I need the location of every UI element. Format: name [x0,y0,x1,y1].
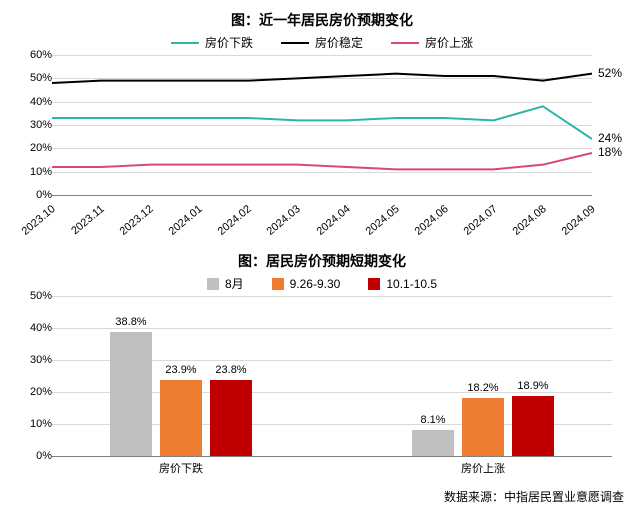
legend-item: 10.1-10.5 [368,275,437,292]
legend-swatch-box [368,278,380,290]
legend-item: 房价稳定 [281,34,363,51]
x-tick-label: 2023.10 [20,203,58,238]
bar-chart-title: 图：居民房价预期短期变化 [12,251,632,271]
x-axis-line [52,195,592,196]
series-end-label: 52% [598,66,622,80]
series-end-label: 24% [598,131,622,145]
source-label: 数据来源：中指居民置业意愿调查 [12,488,632,505]
legend-label: 房价下跌 [205,34,253,51]
x-tick-label: 2024.02 [216,203,254,238]
x-axis-line [52,456,612,457]
legend-label: 房价上涨 [425,34,473,51]
x-tick-label: 2024.07 [461,203,499,238]
line-chart-legend: 房价下跌 房价稳定 房价上涨 [12,34,632,51]
x-tick-label: 2024.04 [314,203,352,238]
legend-swatch-line [171,42,199,44]
x-tick-label: 2023.12 [118,203,156,238]
legend-label: 9.26-9.30 [290,277,341,291]
legend-item: 8月 [207,275,244,292]
bar: 23.9% [160,380,202,456]
bar-value-label: 8.1% [420,414,445,426]
y-tick-label: 10% [12,418,52,430]
bar: 23.8% [210,380,252,456]
x-tick-label: 2024.08 [510,203,548,238]
legend-swatch-box [272,278,284,290]
bar: 18.9% [512,396,554,456]
bar-chart-legend: 8月 9.26-9.30 10.1-10.5 [12,275,632,292]
legend-swatch-box [207,278,219,290]
gridline [52,328,612,329]
bar: 8.1% [412,430,454,456]
bar-value-label: 23.8% [215,364,246,376]
legend-label: 8月 [225,275,244,292]
bar-value-label: 18.2% [467,382,498,394]
legend-label: 房价稳定 [315,34,363,51]
y-tick-label: 0% [12,450,52,462]
x-tick-label: 2024.09 [560,203,598,238]
line-chart-area: 0%10%20%30%40%50%60%2023.102023.112023.1… [12,55,632,245]
y-tick-label: 60% [12,49,52,61]
bar: 38.8% [110,332,152,456]
legend-item: 房价下跌 [171,34,253,51]
bar-category-label: 房价上涨 [461,460,505,476]
y-tick-label: 50% [12,72,52,84]
x-tick-label: 2024.03 [265,203,303,238]
y-tick-label: 20% [12,386,52,398]
y-tick-label: 50% [12,290,52,302]
legend-label: 10.1-10.5 [386,277,437,291]
x-tick-label: 2023.11 [69,203,107,237]
x-tick-label: 2024.05 [363,203,401,238]
line-chart-title: 图：近一年居民房价预期变化 [12,10,632,30]
y-tick-label: 10% [12,166,52,178]
series-line [52,74,592,83]
legend-swatch-line [281,42,309,44]
line-plot-svg [52,55,592,195]
series-line [52,106,592,139]
gridline [52,296,612,297]
bar-chart-area: 0%10%20%30%40%50%38.8%23.9%23.8%房价下跌8.1%… [12,296,632,486]
legend-item: 9.26-9.30 [272,275,341,292]
x-tick-label: 2024.06 [412,203,450,238]
series-end-label: 18% [598,145,622,159]
bar-group: 8.1% 18.2%18.9% [412,396,554,456]
x-tick-label: 2024.01 [167,203,205,238]
bar-category-label: 房价下跌 [159,460,203,476]
bar-value-label: 38.8% [115,316,146,328]
legend-swatch-line [391,42,419,44]
y-tick-label: 0% [12,189,52,201]
bar: 18.2% [462,398,504,456]
series-line [52,153,592,169]
y-tick-label: 30% [12,119,52,131]
bar-value-label: 18.9% [517,380,548,392]
legend-item: 房价上涨 [391,34,473,51]
y-tick-label: 40% [12,96,52,108]
y-tick-label: 30% [12,354,52,366]
bar-value-label: 23.9% [165,364,196,376]
y-tick-label: 40% [12,322,52,334]
bar-group: 38.8%23.9%23.8% [110,332,252,456]
y-tick-label: 20% [12,142,52,154]
